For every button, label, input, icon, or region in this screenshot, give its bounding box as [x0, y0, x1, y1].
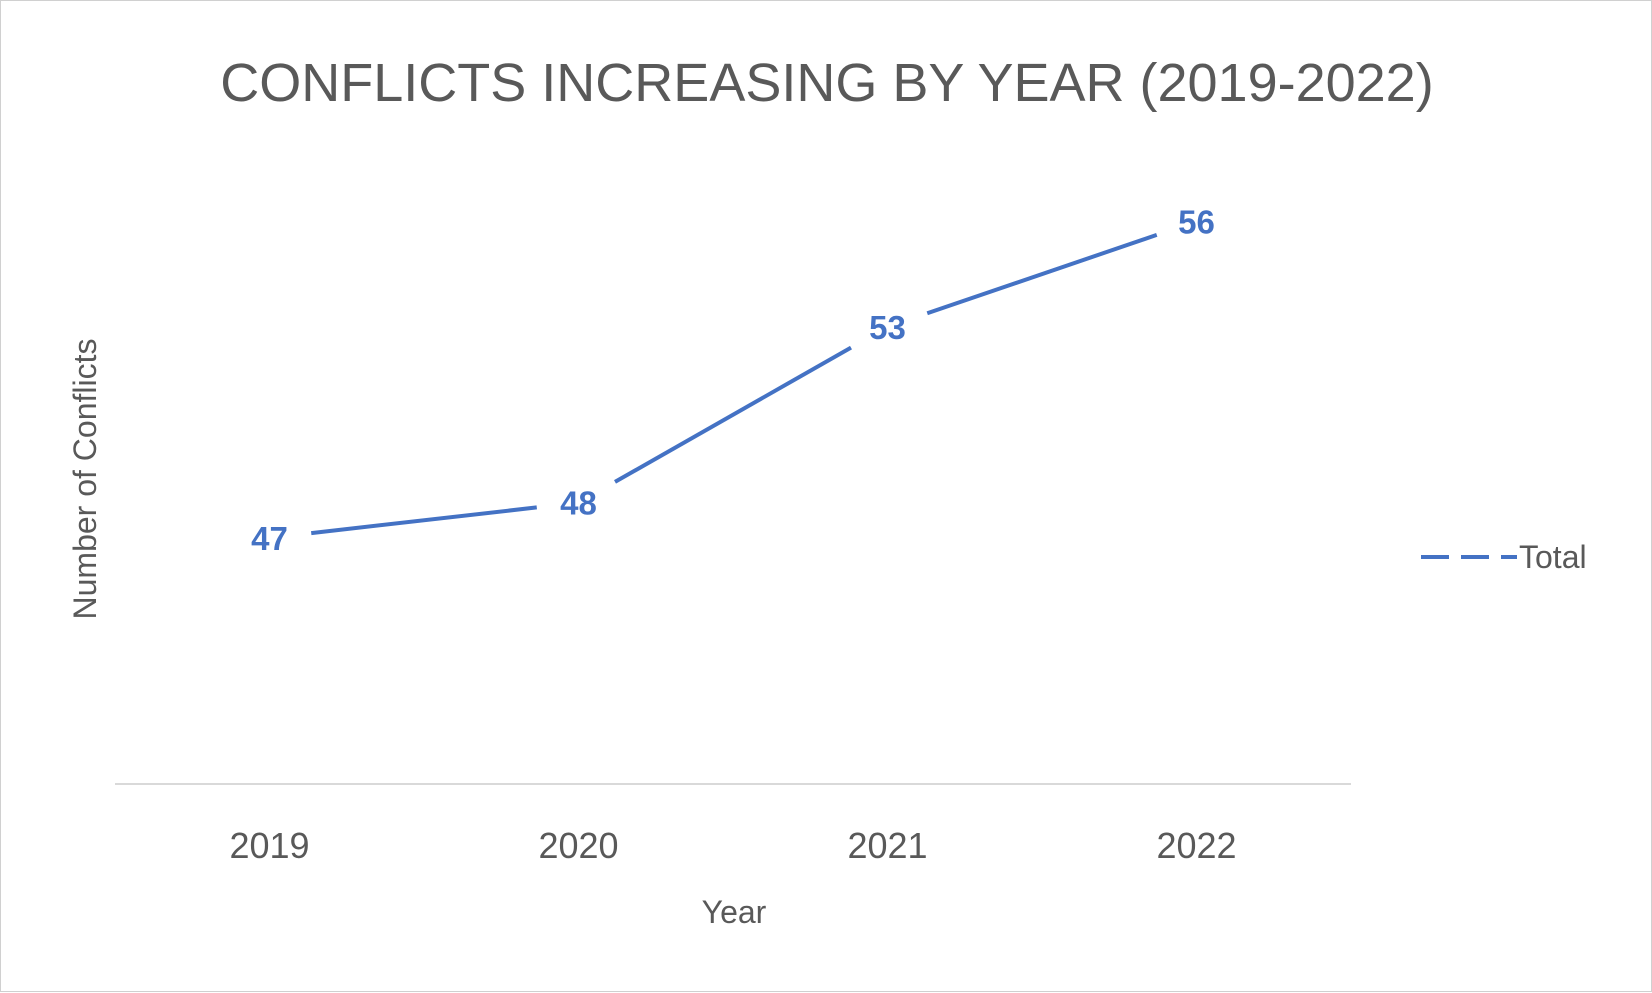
- series-segment: [926, 233, 1158, 316]
- series-segment: [311, 505, 537, 536]
- data-label: 56: [1178, 203, 1215, 240]
- x-tick-labels: 2019 2020 2021 2022: [229, 825, 1236, 866]
- y-axis-title: Number of Conflicts: [67, 339, 103, 620]
- data-label: 47: [251, 520, 288, 557]
- x-tick-label: 2021: [847, 825, 927, 866]
- data-labels: 47 48 53 56: [251, 203, 1215, 557]
- series-segment: [614, 345, 852, 484]
- x-tick-label: 2019: [229, 825, 309, 866]
- x-axis-title: Year: [702, 894, 767, 930]
- legend: Total: [1421, 539, 1587, 575]
- series-total: [311, 233, 1158, 536]
- x-tick-label: 2020: [538, 825, 618, 866]
- data-label: 48: [560, 485, 597, 522]
- x-tick-label: 2022: [1156, 825, 1236, 866]
- legend-label-total: Total: [1519, 539, 1587, 575]
- data-label: 53: [869, 309, 906, 346]
- chart-title: CONFLICTS INCREASING BY YEAR (2019-2022): [220, 53, 1433, 113]
